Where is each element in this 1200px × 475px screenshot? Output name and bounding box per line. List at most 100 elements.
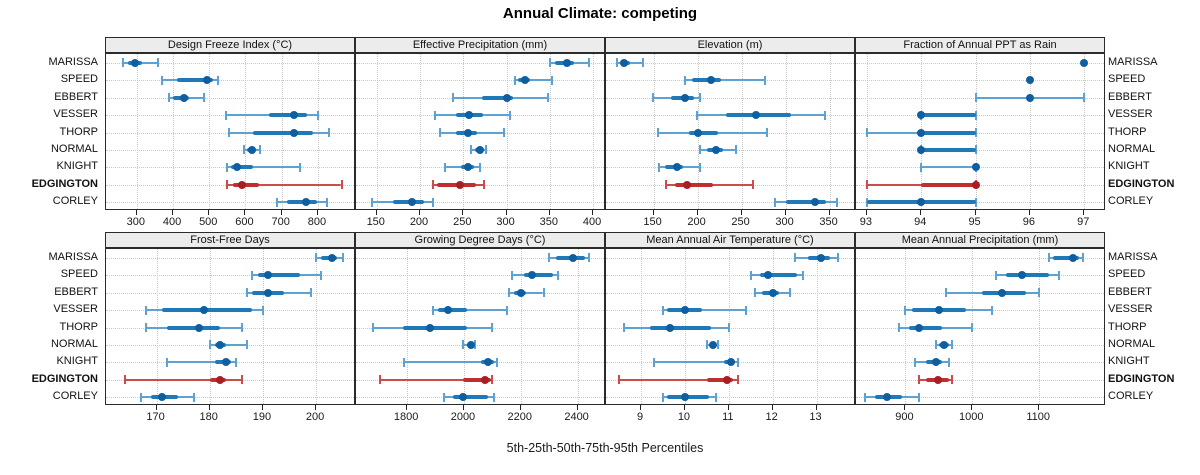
whisker-cap-right	[951, 375, 954, 385]
axis-tick	[920, 210, 922, 215]
iqr-bar	[462, 377, 491, 382]
median-dot	[203, 76, 212, 85]
whisker-line	[921, 166, 976, 169]
station-label-right: EBBERT	[1108, 90, 1152, 103]
whisker-cap-right	[991, 305, 994, 315]
whisker-cap-left	[144, 323, 147, 332]
whisker-cap-left	[994, 270, 997, 280]
station-label-left: EBBERT	[54, 285, 98, 298]
gridline-horizontal	[856, 167, 1104, 169]
tick-label: 1000	[959, 411, 984, 423]
tick-label: 93	[859, 216, 872, 228]
station-label-left: CORLEY	[52, 195, 98, 208]
gridline-horizontal	[356, 80, 604, 82]
whisker-cap-left	[431, 305, 434, 315]
whisker-cap-right	[735, 145, 738, 155]
whisker-cap-right	[478, 162, 481, 172]
whisker-cap-right	[789, 288, 792, 298]
panel-plot	[855, 53, 1105, 210]
tick-label: 12	[765, 411, 778, 423]
whisker-cap-right	[547, 93, 550, 103]
tick-label: 200	[687, 216, 706, 228]
gridline-horizontal	[356, 344, 604, 346]
gridline-horizontal	[356, 202, 604, 204]
station-label-right: CORLEY	[1108, 195, 1154, 208]
panel-header: Elevation (m)	[605, 37, 855, 53]
whisker-cap-left	[122, 58, 125, 68]
gridline-horizontal	[856, 202, 1104, 204]
tick-label: 200	[409, 216, 429, 228]
median-dot	[463, 128, 472, 137]
gridline-horizontal	[856, 327, 1104, 329]
station-label-left: NORMAL	[50, 337, 98, 350]
axis-tick	[683, 405, 685, 410]
station-label-right: VESSER	[1108, 303, 1153, 316]
tick-label: 700	[271, 216, 290, 228]
median-dot	[264, 271, 273, 280]
whisker-cap-right	[491, 375, 494, 385]
gridline-horizontal	[856, 62, 1104, 64]
median-dot	[481, 375, 490, 384]
whisker-cap-right	[736, 357, 739, 367]
axis-tick	[316, 210, 318, 215]
median-dot	[816, 253, 825, 262]
whisker-cap-left	[897, 323, 900, 332]
iqr-bar	[921, 147, 976, 152]
iqr-bar	[231, 165, 253, 170]
gridline-horizontal	[106, 149, 354, 151]
whisker-cap-right	[542, 288, 545, 298]
iqr-bar	[482, 95, 513, 100]
whisker-cap-right	[766, 128, 769, 137]
median-dot	[502, 93, 511, 102]
station-label-right: CORLEY	[1108, 390, 1154, 403]
median-dot	[931, 358, 940, 367]
whisker-cap-left	[160, 75, 163, 85]
gridline-vertical	[829, 54, 831, 209]
whisker-cap-left	[225, 162, 228, 172]
median-dot	[1025, 76, 1034, 85]
median-dot	[157, 393, 166, 402]
median-dot	[328, 253, 337, 262]
gridline-vertical	[262, 249, 264, 404]
whisker-cap-right	[752, 180, 754, 190]
whisker-cap-left	[444, 162, 447, 172]
tick-label: 250	[731, 216, 750, 228]
station-label-right: KNIGHT	[1108, 160, 1150, 173]
axis-tick	[740, 210, 742, 215]
median-dot	[455, 180, 464, 189]
gridline-horizontal	[606, 292, 854, 294]
whisker-cap-right	[764, 75, 767, 85]
gridline-vertical	[506, 54, 508, 209]
median-dot	[914, 323, 923, 332]
panel-header: Design Freeze Index (°C)	[105, 37, 355, 53]
whisker-line	[226, 183, 342, 186]
iqr-bar	[257, 273, 301, 278]
tick-label: 180	[199, 411, 218, 423]
whisker-cap-left	[431, 180, 434, 190]
axis-tick	[462, 405, 464, 410]
panel-header: Frost-Free Days	[105, 232, 355, 248]
gridline-horizontal	[856, 184, 1104, 186]
tick-label: 2000	[450, 411, 476, 423]
station-label-right: KNIGHT	[1108, 355, 1150, 368]
iqr-bar	[921, 113, 976, 118]
gridline-horizontal	[856, 80, 1104, 82]
whisker-cap-left	[514, 75, 517, 85]
tick-label: 96	[1022, 216, 1036, 228]
median-dot	[248, 145, 256, 154]
whisker-cap-left	[372, 323, 375, 332]
whisker-cap-left	[664, 180, 667, 190]
gridline-horizontal	[856, 132, 1104, 134]
median-dot	[620, 58, 629, 67]
whisker-cap-right	[837, 253, 840, 263]
whisker-line	[380, 378, 493, 381]
whisker-cap-left	[461, 340, 464, 350]
gridline-horizontal	[856, 257, 1104, 259]
station-label-left: CORLEY	[52, 390, 98, 403]
panel-plot	[105, 53, 355, 210]
whisker-line	[685, 79, 766, 82]
whisker-cap-right	[745, 305, 748, 315]
gridline-horizontal	[606, 344, 854, 346]
median-dot	[917, 128, 926, 137]
